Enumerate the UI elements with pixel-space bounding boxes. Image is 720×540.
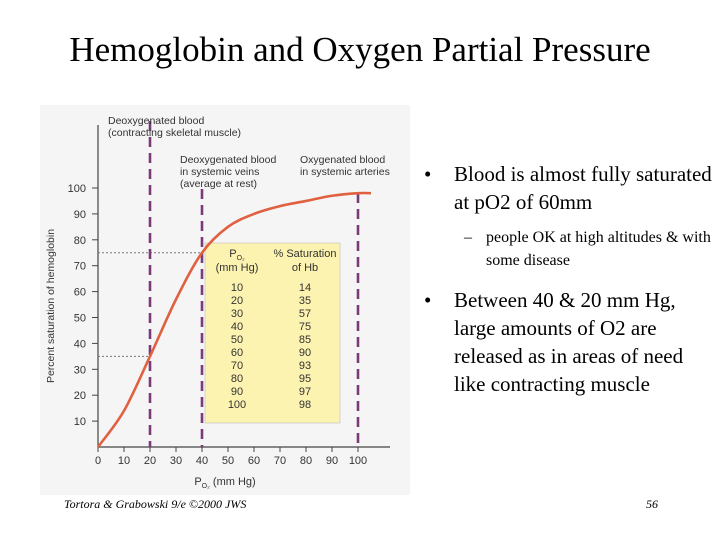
table-cell-pressure: 60 xyxy=(231,347,243,359)
reference-label: in systemic arteries xyxy=(300,166,390,178)
table-cell-saturation: 57 xyxy=(299,308,311,320)
x-tick-label: 60 xyxy=(248,455,260,467)
x-tick-label: 40 xyxy=(196,455,208,467)
bullet-glyph: • xyxy=(424,162,432,186)
table-col1-header-sub: O₂ xyxy=(237,255,245,262)
table-cell-pressure: 80 xyxy=(231,373,243,385)
table-cell-saturation: 90 xyxy=(299,347,311,359)
table-cell-pressure: 70 xyxy=(231,360,243,372)
reference-label: (contracting skeletal muscle) xyxy=(108,127,241,139)
x-tick-label: 90 xyxy=(326,455,338,467)
y-tick-label: 40 xyxy=(74,338,86,350)
saturation-curve xyxy=(96,191,372,448)
bullet-item: • Between 40 & 20 mm Hg, large amounts o… xyxy=(422,286,718,398)
bullet-text: Blood is almost fully saturated at pO2 o… xyxy=(454,162,712,214)
sub-bullet-item: – people OK at high altitudes & with som… xyxy=(422,226,718,272)
slide-title: Hemoglobin and Oxygen Partial Pressure xyxy=(69,30,651,69)
table-cell-pressure: 50 xyxy=(231,334,243,346)
x-tick-label: 70 xyxy=(274,455,286,467)
table-col1-header: PO₂ xyxy=(229,248,245,262)
x-axis-title-unit: (mm Hg) xyxy=(210,476,256,488)
page-number: 56 xyxy=(646,497,658,511)
x-axis-title: PO₂ (mm Hg) xyxy=(194,476,255,490)
bullet-list: • Blood is almost fully saturated at pO2… xyxy=(422,160,718,398)
bullet-text: Between 40 & 20 mm Hg, large amounts of … xyxy=(454,288,684,396)
footer-credit: Tortora & Grabowski 9/e ©2000 JWS xyxy=(64,497,247,511)
y-tick-label: 90 xyxy=(74,209,86,221)
y-tick-label: 30 xyxy=(74,364,86,376)
x-tick-label: 0 xyxy=(95,455,101,467)
table-cell-pressure: 10 xyxy=(231,282,243,294)
table-cell-saturation: 93 xyxy=(299,360,311,372)
bullet-item: • Blood is almost fully saturated at pO2… xyxy=(422,160,718,216)
y-tick-label: 100 xyxy=(68,183,86,195)
table-col1-header-main: P xyxy=(229,248,236,260)
x-tick-label: 10 xyxy=(118,455,130,467)
table-cell-saturation: 97 xyxy=(299,386,311,398)
table-cell-saturation: 95 xyxy=(299,373,311,385)
reference-label: (average at rest) xyxy=(180,178,257,190)
reference-label: Oxygenated blood xyxy=(300,154,385,166)
table-cell-saturation: 75 xyxy=(299,321,311,333)
y-axis-title: Percent saturation of hemoglobin xyxy=(45,229,57,383)
reference-label: Deoxygenated blood xyxy=(180,154,276,166)
table-cell-pressure: 90 xyxy=(231,386,243,398)
x-tick-label: 100 xyxy=(349,455,367,467)
y-tick-label: 50 xyxy=(74,313,86,325)
table-cell-pressure: 20 xyxy=(231,295,243,307)
table-col2-header-line: of Hb xyxy=(292,262,318,274)
data-table-box xyxy=(204,242,341,424)
table-col2-header-line: % Saturation xyxy=(274,248,337,260)
y-tick-label: 80 xyxy=(74,235,86,247)
oxygen-dissociation-figure: 10 20 30 40 50 60 70 80 90 100 0 10 20 30 40 50 60 70 80 90… xyxy=(40,105,410,495)
table-cell-pressure: 30 xyxy=(231,308,243,320)
x-tick-label: 80 xyxy=(300,455,312,467)
reference-label: Deoxygenated blood xyxy=(108,115,204,127)
table-cell-saturation: 98 xyxy=(299,399,311,411)
x-tick-label: 50 xyxy=(222,455,234,467)
table-cell-saturation: 35 xyxy=(299,295,311,307)
y-tick-label: 60 xyxy=(74,287,86,299)
table-cell-pressure: 40 xyxy=(231,321,243,333)
table-col1-unit: (mm Hg) xyxy=(216,262,259,274)
y-tick-label: 20 xyxy=(74,390,86,402)
reference-label: in systemic veins xyxy=(180,166,259,178)
sub-bullet-text: people OK at high altitudes & with some … xyxy=(486,229,711,269)
x-tick-label: 30 xyxy=(170,455,182,467)
bullet-glyph: • xyxy=(424,288,432,312)
y-tick-label: 10 xyxy=(74,416,86,428)
x-axis-title-main: P xyxy=(194,476,201,488)
x-axis-title-sub: O₂ xyxy=(202,483,210,490)
dash-glyph: – xyxy=(464,229,472,246)
table-cell-pressure: 100 xyxy=(228,399,246,411)
table-cell-saturation: 14 xyxy=(299,282,311,294)
y-tick-label: 70 xyxy=(74,261,86,273)
table-cell-saturation: 85 xyxy=(299,334,311,346)
x-tick-label: 20 xyxy=(144,455,156,467)
